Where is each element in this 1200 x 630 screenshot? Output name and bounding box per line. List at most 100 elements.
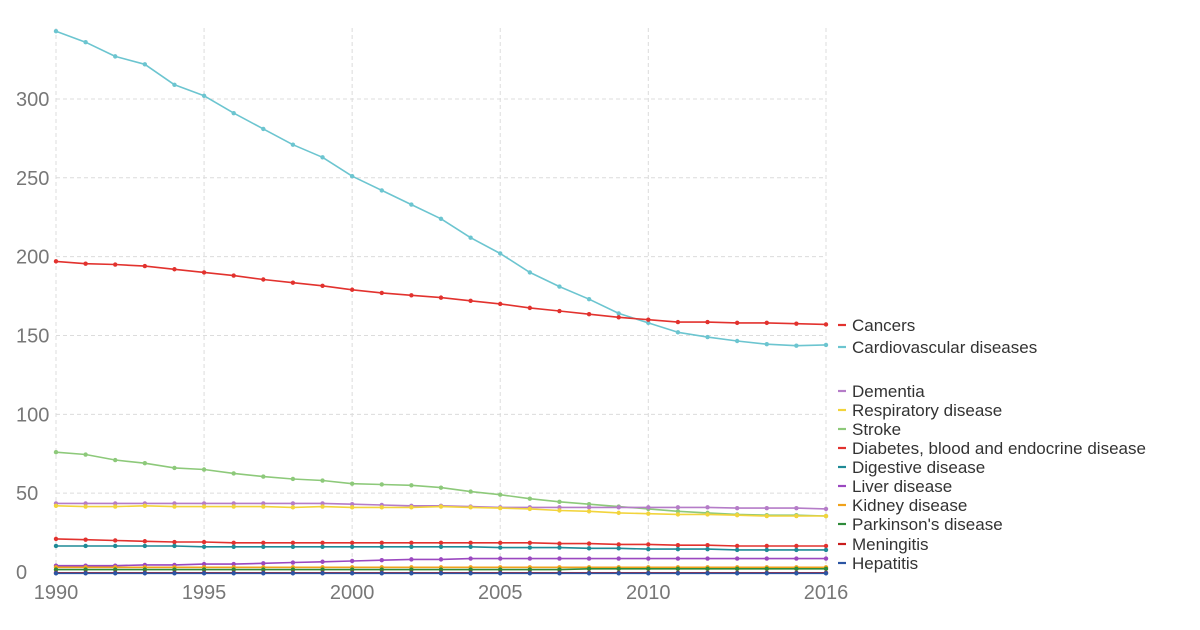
data-point	[83, 537, 88, 542]
data-point	[142, 263, 148, 269]
x-tick-label: 2016	[804, 582, 849, 604]
data-point	[320, 540, 325, 546]
series-hepatitis	[53, 571, 829, 576]
data-point	[438, 504, 444, 509]
data-point	[231, 501, 236, 506]
data-point	[320, 567, 325, 572]
data-point	[646, 320, 651, 326]
data-point	[498, 492, 503, 497]
data-point	[261, 571, 266, 576]
data-point	[794, 343, 799, 348]
legend-item[interactable]: Stroke	[838, 420, 901, 439]
legend-label: Digestive disease	[852, 458, 985, 477]
data-point	[586, 505, 592, 510]
data-point	[261, 540, 266, 546]
data-point	[646, 546, 651, 552]
data-point	[290, 544, 296, 549]
data-point	[675, 571, 681, 576]
legend-item[interactable]: Diabetes, blood and endocrine disease	[838, 439, 1146, 458]
data-point	[794, 571, 799, 576]
legend-item[interactable]: Parkinson's disease	[838, 515, 1003, 534]
data-point	[379, 557, 384, 563]
series-lines	[53, 28, 829, 576]
data-point	[83, 261, 88, 266]
data-point	[527, 506, 533, 512]
data-point	[349, 540, 355, 546]
data-point	[794, 547, 799, 553]
grid	[55, 28, 827, 572]
data-point	[616, 542, 621, 547]
data-point	[764, 513, 769, 519]
legend-item[interactable]: Cardiovascular diseases	[838, 338, 1037, 357]
data-point	[705, 566, 710, 572]
legend-item[interactable]: Digestive disease	[838, 458, 985, 477]
data-point	[646, 542, 651, 547]
data-point	[586, 566, 592, 572]
x-tick-label: 2010	[626, 582, 671, 604]
y-tick-label: 50	[16, 483, 38, 505]
data-point	[201, 93, 207, 99]
data-point	[734, 513, 740, 518]
data-point	[764, 566, 769, 572]
data-point	[290, 501, 296, 506]
data-point	[172, 504, 177, 509]
data-point	[201, 567, 207, 572]
data-point	[557, 567, 562, 572]
data-point	[113, 54, 118, 59]
data-point	[113, 501, 118, 506]
data-point	[83, 39, 88, 45]
data-point	[646, 317, 651, 322]
data-point	[53, 503, 59, 508]
data-point	[320, 559, 325, 564]
legend-label: Respiratory disease	[852, 401, 1002, 420]
data-point	[231, 540, 236, 546]
data-point	[675, 509, 681, 514]
data-point	[646, 505, 651, 510]
data-point	[261, 544, 266, 549]
data-point	[794, 321, 799, 326]
data-point	[705, 556, 710, 561]
legend-item[interactable]: Liver disease	[838, 477, 952, 496]
data-point	[823, 556, 829, 561]
data-point	[290, 540, 296, 546]
data-point	[409, 483, 414, 488]
data-point	[231, 110, 236, 116]
legend-label: Diabetes, blood and endocrine disease	[852, 439, 1146, 458]
data-point	[734, 566, 740, 572]
data-point	[379, 290, 384, 296]
data-point	[616, 311, 621, 316]
data-point	[527, 305, 533, 311]
data-point	[586, 509, 592, 514]
series-diabetes-blood-and-endocrine-disease	[53, 536, 829, 549]
data-point	[705, 319, 710, 325]
data-point	[616, 315, 621, 320]
legend-label: Liver disease	[852, 477, 952, 496]
data-point	[320, 544, 325, 549]
legend-item[interactable]: Kidney disease	[838, 496, 967, 515]
data-point	[379, 540, 384, 546]
data-point	[261, 474, 266, 479]
data-point	[290, 505, 296, 510]
data-point	[201, 561, 207, 567]
data-point	[142, 503, 148, 508]
legend-item[interactable]: Cancers	[838, 316, 915, 335]
data-point	[261, 126, 266, 132]
data-point	[527, 496, 533, 501]
data-point	[734, 571, 740, 576]
data-point	[53, 449, 59, 455]
data-point	[527, 556, 533, 561]
data-point	[646, 571, 651, 576]
data-point	[349, 287, 355, 292]
legend-label: Dementia	[852, 382, 925, 401]
data-point	[675, 319, 681, 325]
data-point	[705, 571, 710, 576]
legend-item[interactable]: Meningitis	[838, 535, 929, 554]
data-point	[172, 571, 177, 576]
legend-item[interactable]: Hepatitis	[838, 554, 918, 573]
data-point	[498, 251, 503, 256]
legend-item[interactable]: Respiratory disease	[838, 401, 1002, 420]
data-point	[498, 556, 503, 561]
legend-item[interactable]: Dementia	[838, 382, 925, 401]
data-point	[823, 513, 829, 519]
